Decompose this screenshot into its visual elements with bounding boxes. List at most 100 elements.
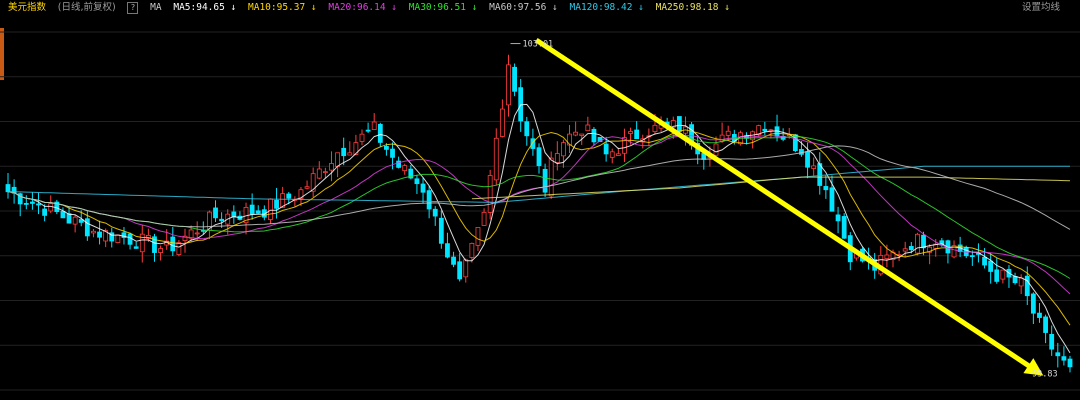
candle-body [756,125,762,136]
candle-body [499,108,505,137]
candle-body [841,216,847,239]
candle-body [127,233,133,245]
candle-body [414,178,420,185]
candle-body [298,189,304,200]
candle-body [1067,358,1073,368]
candle-body [286,193,292,199]
settings-ma-button[interactable]: 设置均线 [1021,2,1060,13]
candle-body [567,133,572,146]
candle-body [420,183,426,193]
candle-body [170,236,176,252]
candle-body [988,260,994,272]
candle-body [548,157,554,197]
candle-body [530,138,536,149]
grid [0,31,1080,391]
candles [5,54,1073,373]
candle-body [762,128,768,132]
trend-arrow-shaft [534,37,1033,370]
candle-body [353,142,359,155]
candle-body [36,203,41,206]
candle-body [713,143,719,156]
candle-body [506,64,511,106]
candle-body [60,210,66,219]
candle-body [591,128,597,143]
candle-body [481,211,487,226]
trend-arrow-head [1023,358,1044,376]
candle-body [347,152,353,156]
moving-average-lines [7,103,1071,354]
candle-body [670,120,676,128]
ma-item-ma10: MA10:95.37 ↓ [248,2,317,13]
candle-body [97,231,102,238]
ma-line-ma120 [7,165,1070,203]
ma-line-ma60 [7,145,1071,230]
candle-body [969,255,975,258]
candle-body [1030,293,1036,314]
candle-body [921,234,926,249]
ma-label: MA [150,2,162,13]
candle-body [1061,356,1067,361]
ma-item-ma20: MA20:96.14 ↓ [328,2,398,13]
candle-body [158,248,163,253]
candle-body [5,184,11,193]
candle-body [66,213,72,224]
candle-body [725,130,731,136]
candle-body [463,259,469,278]
candle-body [622,137,627,154]
candle-body [396,160,402,168]
candle-body [884,254,890,260]
candle-body [11,186,17,194]
candle-body [432,208,438,217]
candle-body [249,204,255,215]
candle-body [835,214,841,222]
candle-body [451,256,456,265]
chart-header: 美元指数 (日线,前复权) ? MA MA5:94.65 ↓ MA10:95.3… [0,0,1080,16]
candle-body [536,147,542,167]
high-label: 103.01 [522,40,553,50]
side-scroll-marker[interactable] [0,28,4,80]
candle-body [304,186,310,189]
candle-body [133,246,139,249]
candle-body [115,234,121,243]
candle-body [72,216,78,225]
candle-body [42,208,48,216]
candle-body [91,230,96,234]
candle-body [377,123,383,143]
candle-body [902,248,908,252]
candle-body [152,236,157,253]
chart-title: 美元指数 [8,2,47,13]
candle-body [371,121,377,130]
candle-body [1049,334,1055,350]
candle-body [561,142,566,157]
help-button[interactable]: ? [127,2,139,14]
ma-line-ma5 [7,103,1071,354]
candle-body [359,133,365,142]
candle-body [615,153,621,156]
candle-body [445,243,450,258]
candle-body [524,121,530,137]
candle-body [84,218,90,237]
candle-body [48,203,54,212]
candle-body [194,232,200,235]
candle-body [457,261,463,280]
candle-body [951,245,957,258]
candle-body [634,129,640,140]
candle-body [493,137,499,181]
candle-body [365,129,371,132]
candle-body [426,190,432,210]
ma-item-ma120: MA120:98.42 ↓ [569,2,644,13]
low-label: 93.83 [1032,369,1058,379]
ma-line-ma10 [7,129,1071,326]
candle-body [799,148,804,155]
candle-body [109,232,115,242]
candle-body [329,163,334,171]
candle-body [213,207,218,219]
candle-body [176,242,182,255]
candle-body [915,233,920,254]
trend-arrow [534,37,1044,376]
candle-body [219,218,225,222]
candle-body [341,147,347,157]
candle-body [1055,352,1061,357]
candle-body [1000,269,1006,280]
